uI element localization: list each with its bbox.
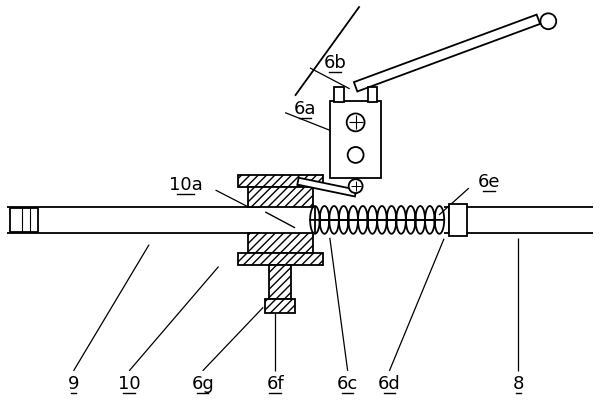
Circle shape (349, 179, 362, 193)
Text: 6d: 6d (378, 375, 401, 393)
Text: 10: 10 (118, 375, 140, 393)
Bar (10, 208, 38, 232)
Bar (248, 187, 313, 207)
Text: 6a: 6a (294, 100, 316, 118)
Bar (269, 265, 291, 299)
Polygon shape (354, 15, 540, 92)
Bar (334, 87, 344, 102)
Bar (368, 87, 377, 102)
Bar (265, 299, 295, 313)
Bar (248, 233, 313, 253)
Circle shape (347, 147, 364, 163)
Circle shape (347, 114, 365, 131)
Circle shape (541, 13, 556, 29)
Bar (238, 253, 323, 265)
Text: 9: 9 (68, 375, 79, 393)
Text: 8: 8 (513, 375, 524, 393)
Text: 6b: 6b (323, 54, 346, 72)
Text: 6f: 6f (266, 375, 284, 393)
Text: 6c: 6c (337, 375, 358, 393)
Bar (449, 204, 467, 236)
Bar (330, 101, 382, 178)
Polygon shape (298, 178, 356, 197)
Bar (238, 175, 323, 187)
Text: 6e: 6e (478, 173, 500, 191)
Text: 10a: 10a (169, 176, 203, 194)
Text: 6g: 6g (191, 375, 214, 393)
